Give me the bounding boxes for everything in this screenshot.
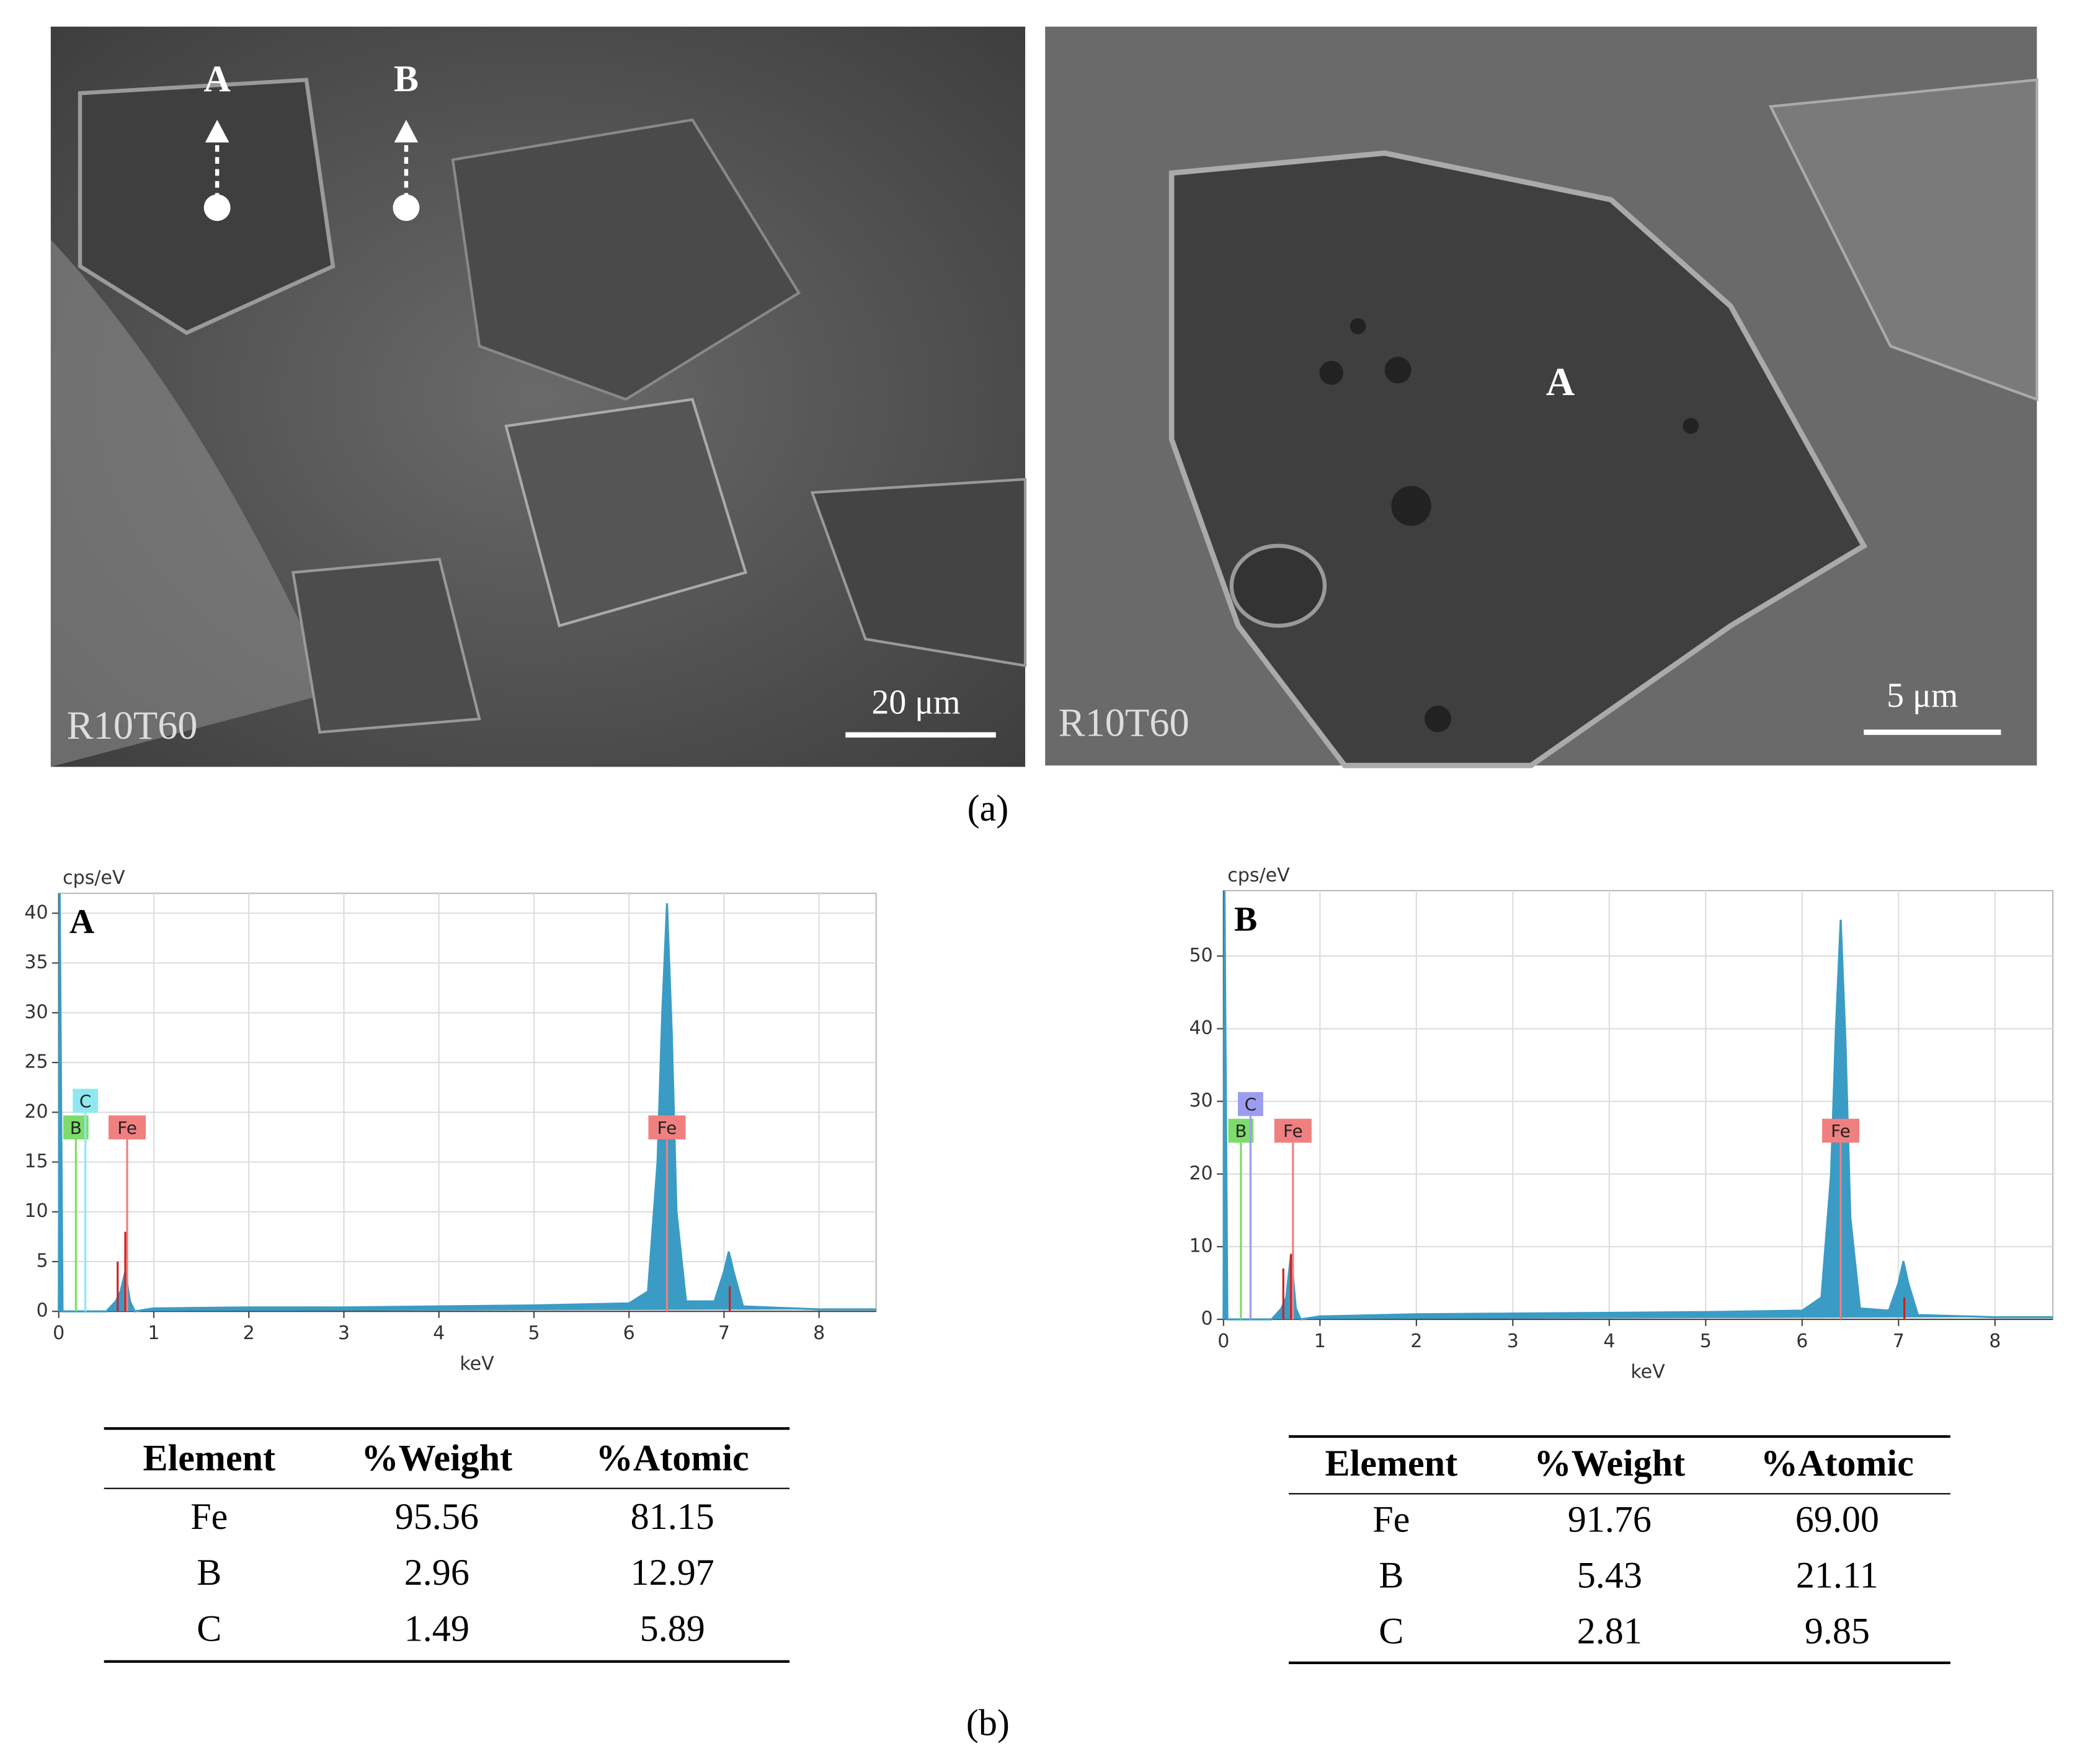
table-cell: 2.81 [1577,1610,1642,1652]
x-tick-label: 5 [528,1322,540,1344]
marker-box [648,1115,686,1139]
marker-label: C [1245,1094,1256,1115]
table-cell: 81.15 [631,1495,714,1537]
x-tick-label: 7 [718,1322,730,1344]
x-tick-label: 7 [1893,1330,1905,1352]
y-tick-label: 15 [24,1151,48,1172]
table-header: %Weight [1534,1442,1685,1484]
marker-box [73,1089,99,1113]
marker-box [1237,1092,1263,1116]
x-tick-label: 2 [1410,1330,1422,1352]
y-tick-label: 30 [1189,1090,1212,1111]
spectrum [1222,890,2053,1321]
sample-label: R10T60 [1059,701,1190,745]
x-tick-label: 1 [1314,1330,1326,1352]
x-tick-label: 8 [813,1322,825,1344]
plot-area [1222,889,2054,1321]
marker-box [63,1115,89,1139]
table-cell: C [197,1607,221,1649]
sample-label: R10T60 [67,703,198,747]
table-cell: 95.56 [395,1495,479,1537]
marker-label: Fe [1283,1121,1303,1141]
table-cell: Fe [1372,1498,1410,1539]
y-tick-label: 20 [1189,1162,1212,1184]
table-cell: 69.00 [1795,1498,1879,1539]
marker-box [1228,1118,1254,1143]
y-tick-label: 5 [36,1250,48,1272]
panel-label: A [69,903,94,942]
point-label: B [394,58,419,99]
y-tick-label: 25 [24,1051,48,1073]
table-header: %Atomic [1761,1442,1914,1484]
table-header: Element [143,1437,276,1479]
y-tick-label: 20 [24,1101,48,1123]
table-cell: 1.49 [404,1607,469,1649]
x-tick-label: 0 [53,1322,64,1344]
y-tick-label: 10 [24,1200,48,1222]
sem-image-right [1045,26,2039,768]
table-header: %Weight [361,1437,512,1479]
y-tick-label: 0 [1201,1308,1213,1330]
table-cell: C [1379,1610,1403,1652]
table-cell: B [1379,1554,1403,1595]
caption: (a) [967,787,1009,829]
marker-label: C [79,1091,91,1111]
table-cell: 12.97 [631,1551,714,1593]
x-tick-label: 0 [1217,1330,1229,1352]
x-tick-label: 5 [1700,1330,1712,1352]
x-tick-label: 8 [1989,1330,2001,1352]
y-tick-label: 40 [1189,1017,1212,1039]
scale-bar-label: 20 μm [871,683,960,721]
table-cell: B [197,1551,221,1593]
x-axis-title: keV [460,1353,494,1375]
caption: (b) [966,1702,1010,1744]
marker-label: Fe [117,1118,137,1138]
table-header: Element [1325,1442,1458,1484]
panel-label: B [1234,900,1257,938]
scale-bar-label: 5 μm [1887,677,1958,715]
table-cell: 5.89 [640,1607,705,1649]
y-tick-label: 0 [36,1300,48,1322]
table-cell: 9.85 [1805,1610,1870,1652]
x-tick-label: 2 [243,1322,255,1344]
x-tick-label: 4 [433,1322,445,1344]
table-cell: 21.11 [1796,1554,1879,1595]
table-cell: 2.96 [404,1551,469,1593]
marker-label: B [1235,1121,1247,1141]
plot-area [58,893,877,1312]
x-axis-title: keV [1630,1361,1665,1383]
y-tick-label: 30 [24,1001,48,1023]
y-tick-label: 10 [1189,1235,1212,1257]
spectrum [58,893,876,1312]
point-label: A [203,58,230,99]
marker-label: Fe [1831,1121,1851,1141]
x-tick-label: 3 [338,1322,350,1344]
table-header: %Atomic [596,1437,749,1479]
y-axis-title: cps/eV [63,867,125,889]
marker-label: Fe [657,1118,677,1138]
marker-box [109,1115,146,1139]
x-tick-label: 4 [1603,1330,1615,1352]
marker-box [1821,1118,1860,1143]
marker-box [1274,1118,1312,1143]
point-label: A [1546,360,1575,404]
table-cell: 5.43 [1577,1554,1642,1595]
sem-image-left [50,26,1027,767]
marker-label: B [70,1118,82,1138]
y-tick-label: 40 [24,902,48,924]
x-tick-label: 3 [1507,1330,1519,1352]
y-tick-label: 50 [1189,945,1212,966]
x-tick-label: 6 [1796,1330,1808,1352]
y-tick-label: 35 [24,951,48,973]
y-axis-title: cps/eV [1227,865,1290,886]
x-tick-label: 6 [623,1322,635,1344]
table-cell: 91.76 [1568,1498,1652,1539]
table-cell: Fe [190,1495,228,1537]
x-tick-label: 1 [148,1322,159,1344]
